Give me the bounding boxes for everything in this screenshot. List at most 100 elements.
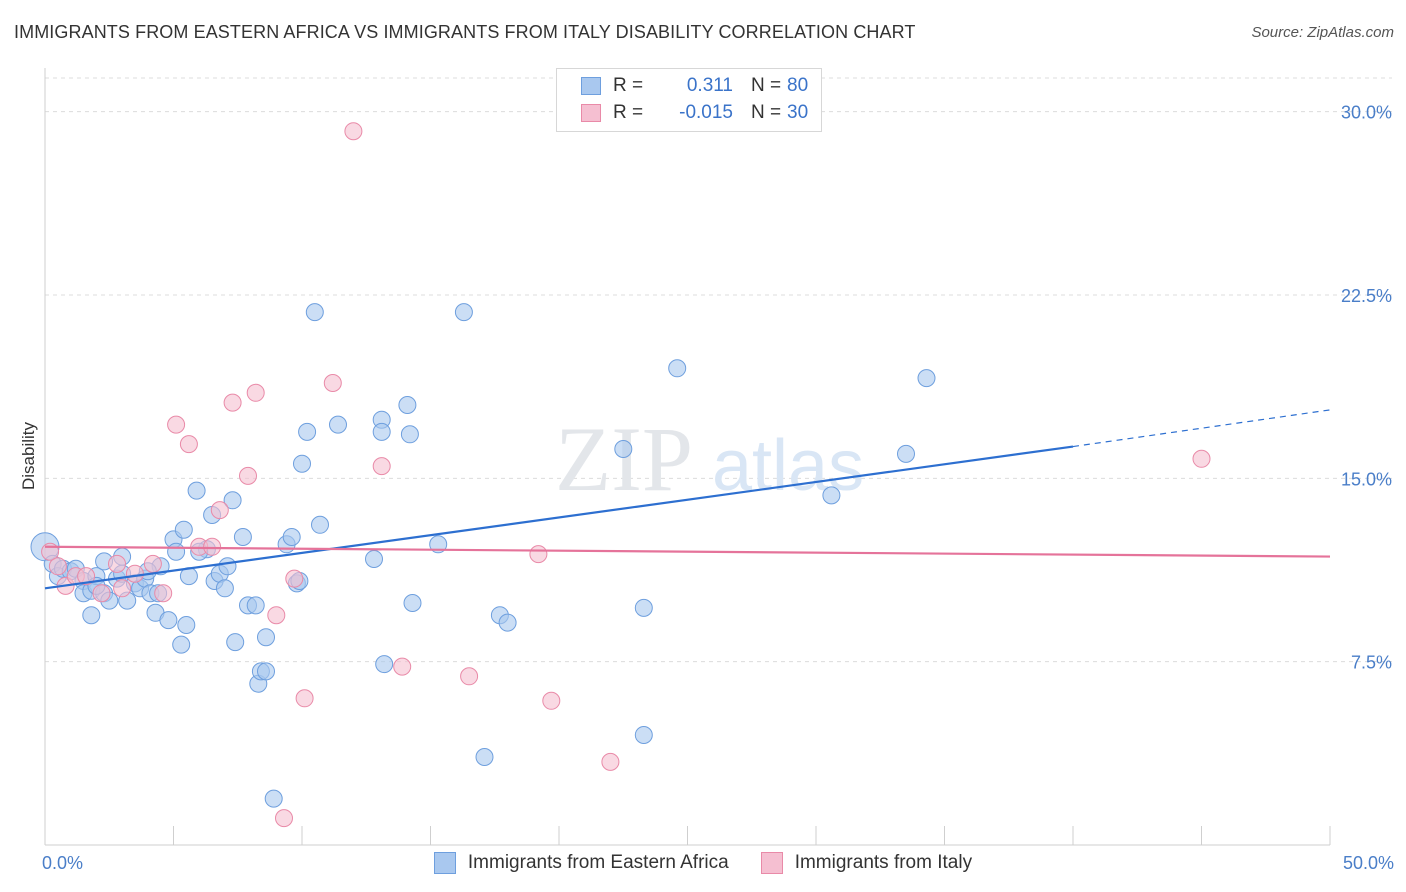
point-italy xyxy=(125,564,144,583)
series-legend-item-italy[interactable]: Immigrants from Italy xyxy=(760,852,973,874)
y-tick-label: 7.5% xyxy=(1351,653,1392,673)
point-eastern-africa xyxy=(159,611,178,630)
series-legend: Immigrants from Eastern Africa Immigrant… xyxy=(0,852,1406,874)
chart-title: IMMIGRANTS FROM EASTERN AFRICA VS IMMIGR… xyxy=(14,22,916,42)
point-italy xyxy=(179,435,198,454)
point-italy xyxy=(285,569,304,588)
series-swatch-italy xyxy=(760,852,783,874)
point-eastern-africa xyxy=(257,628,275,647)
legend-r-label: R = xyxy=(613,75,644,96)
point-italy xyxy=(246,383,265,402)
point-italy xyxy=(113,579,132,598)
point-italy xyxy=(601,752,620,771)
grid-lines xyxy=(45,77,1392,663)
legend-swatch-italy xyxy=(581,104,601,122)
series-legend-item-eastern-africa[interactable]: Immigrants from Eastern Africa xyxy=(433,852,729,874)
point-eastern-africa xyxy=(398,396,417,414)
data-points xyxy=(30,122,1211,828)
point-eastern-africa xyxy=(305,303,324,322)
legend-row-eastern-africa: R = 0.311 N = 80 xyxy=(581,73,808,99)
point-eastern-africa xyxy=(897,444,915,463)
point-eastern-africa xyxy=(298,422,317,441)
point-eastern-africa xyxy=(233,528,252,546)
series-legend-label: Immigrants from Eastern Africa xyxy=(467,852,729,873)
point-eastern-africa xyxy=(257,662,275,681)
point-italy xyxy=(323,374,342,392)
legend-n-value: 30 xyxy=(787,102,809,123)
x-tick-label-max: 50.0% xyxy=(1343,853,1394,873)
point-eastern-africa xyxy=(329,415,347,434)
legend-r-value: -0.015 xyxy=(679,102,733,123)
point-eastern-africa xyxy=(311,515,329,534)
source-label: Source: ZipAtlas.com xyxy=(1251,24,1394,41)
point-eastern-africa xyxy=(668,359,687,378)
point-italy xyxy=(108,554,126,573)
stats-legend: R = 0.311 N = 80 R = -0.015 N = 30 xyxy=(556,68,822,132)
point-italy xyxy=(203,537,222,556)
series-legend-label: Immigrants from Italy xyxy=(794,852,973,873)
legend-row-italy: R = -0.015 N = 30 xyxy=(581,100,808,126)
legend-r-label: R = xyxy=(613,102,644,123)
point-eastern-africa xyxy=(82,606,101,625)
point-italy xyxy=(239,466,257,485)
point-eastern-africa xyxy=(264,789,283,808)
point-italy xyxy=(393,657,412,676)
point-eastern-africa xyxy=(177,616,196,634)
point-eastern-africa xyxy=(634,726,653,744)
point-italy xyxy=(154,584,173,603)
point-eastern-africa xyxy=(634,598,653,617)
series-swatch-eastern-africa xyxy=(433,852,456,874)
point-eastern-africa xyxy=(429,535,448,554)
point-eastern-africa xyxy=(246,596,265,615)
point-eastern-africa xyxy=(400,425,419,444)
point-eastern-africa xyxy=(454,303,473,322)
watermark-zip: ZIP xyxy=(555,408,693,510)
point-eastern-africa xyxy=(226,633,245,652)
point-eastern-africa xyxy=(172,635,191,654)
y-axis-label: Disability xyxy=(19,421,38,490)
point-eastern-africa xyxy=(215,579,234,598)
point-eastern-africa xyxy=(223,491,242,510)
point-eastern-africa xyxy=(218,557,237,576)
point-italy xyxy=(529,545,548,564)
trend-lines xyxy=(44,409,1331,590)
point-italy xyxy=(275,809,293,828)
trend-line-eastern-africa xyxy=(44,445,1074,590)
trend-line-italy xyxy=(44,545,1331,558)
point-eastern-africa xyxy=(475,748,494,766)
point-italy xyxy=(1192,449,1211,468)
legend-n-value: 80 xyxy=(787,75,809,96)
point-italy xyxy=(460,667,479,686)
y-tick-label: 15.0% xyxy=(1341,469,1392,489)
point-eastern-africa xyxy=(365,550,383,568)
point-eastern-africa xyxy=(187,481,206,500)
point-italy xyxy=(295,689,314,708)
axis-labels: 7.5% 15.0% 22.5% 30.0% 0.0% 50.0% Disability xyxy=(19,103,1394,873)
point-italy xyxy=(143,554,162,573)
point-italy xyxy=(77,567,96,586)
axes xyxy=(44,68,1331,846)
point-italy xyxy=(92,584,111,603)
point-eastern-africa xyxy=(403,594,422,612)
point-eastern-africa xyxy=(174,520,193,539)
point-eastern-africa xyxy=(822,486,841,505)
point-italy xyxy=(210,501,229,520)
point-italy xyxy=(48,557,67,576)
watermark: ZIP atlas xyxy=(555,408,864,510)
point-eastern-africa xyxy=(293,454,311,473)
point-eastern-africa xyxy=(498,613,517,632)
point-italy xyxy=(267,606,286,625)
point-eastern-africa xyxy=(917,369,936,388)
trend-line-eastern-africa-extension xyxy=(1072,409,1331,448)
point-eastern-africa xyxy=(372,422,391,441)
x-tick-label-min: 0.0% xyxy=(42,853,83,873)
y-tick-label: 30.0% xyxy=(1341,103,1392,123)
point-italy xyxy=(223,393,242,412)
point-eastern-africa xyxy=(375,655,394,674)
legend-n-label: N = xyxy=(751,75,782,96)
legend-swatch-eastern-africa xyxy=(581,77,601,95)
legend-n-label: N = xyxy=(751,102,782,123)
point-eastern-africa xyxy=(167,542,186,561)
y-tick-label: 22.5% xyxy=(1341,286,1392,306)
